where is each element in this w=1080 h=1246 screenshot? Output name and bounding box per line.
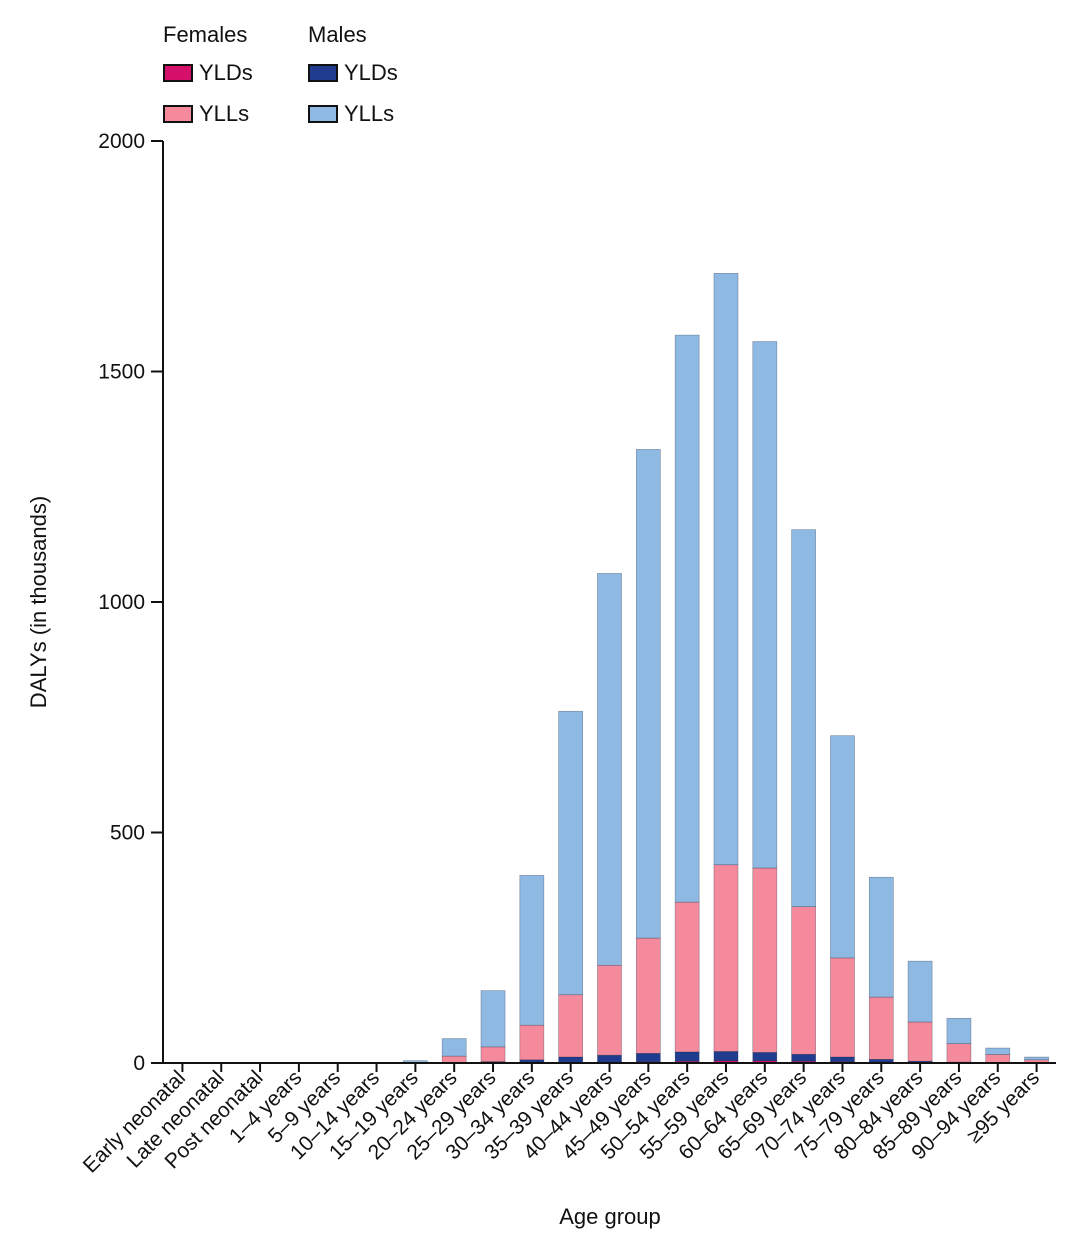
- bar-males-ylls: [868, 876, 894, 998]
- bar-males-ylls: [985, 1047, 1011, 1055]
- bar-males-ylls: [558, 710, 584, 996]
- y-tick-label: 2000: [98, 130, 145, 153]
- bar-males-ylls: [830, 735, 855, 959]
- bar-males-ylls: [597, 573, 622, 966]
- legend-item-females-ylls: YLLs: [163, 101, 249, 127]
- bar-males-ylls: [480, 990, 506, 1048]
- bar-males-ylls: [791, 529, 816, 908]
- legend-item-females-ylds: YLDs: [163, 60, 253, 86]
- bars-group: [403, 273, 1049, 1064]
- legend-item-males-ylls: YLLs: [308, 101, 394, 127]
- bar-males-ylls: [441, 1038, 467, 1057]
- bar-males-ylls: [1024, 1056, 1049, 1061]
- bar-females-ylls: [985, 1054, 1011, 1064]
- bar-males-ylds: [558, 1056, 584, 1063]
- bar-females-ylls: [713, 864, 739, 1052]
- y-tick-label: 1000: [98, 591, 145, 614]
- bar-males-ylds: [868, 1059, 894, 1063]
- y-tick-label: 1500: [98, 361, 145, 384]
- bar-males-ylds: [713, 1051, 739, 1061]
- bar-males-ylls: [907, 960, 933, 1023]
- legend-swatch-females-ylds: [163, 64, 193, 82]
- bar-males-ylls: [519, 875, 545, 1026]
- y-ticks-group: 0 500 1000 1500 2000: [98, 130, 163, 1075]
- legend-label-females-ylds: YLDs: [199, 60, 253, 85]
- bar-females-ylls: [752, 867, 778, 1053]
- bar-females-ylls: [791, 906, 816, 1055]
- bar-males-ylls: [674, 334, 700, 903]
- legend-label-males-ylls: YLLs: [344, 101, 395, 126]
- bar-females-ylls: [480, 1046, 506, 1062]
- x-axis-label: Age group: [559, 1204, 661, 1229]
- bar-males-ylds: [597, 1054, 622, 1063]
- y-tick-label: 0: [133, 1052, 145, 1075]
- bar-females-ylls: [635, 937, 661, 1054]
- bar-females-ylls: [441, 1055, 467, 1063]
- bar-females-ylls: [830, 957, 855, 1058]
- bar-males-ylds: [791, 1053, 816, 1062]
- bar-males-ylls: [946, 1017, 972, 1044]
- bar-males-ylds: [752, 1052, 778, 1061]
- bar-females-ylls: [674, 901, 700, 1053]
- bar-males-ylls: [752, 341, 778, 869]
- bar-males-ylds: [674, 1051, 700, 1062]
- bar-males-ylds: [830, 1056, 855, 1062]
- legend-swatch-males-ylls: [308, 105, 338, 123]
- bar-males-ylds: [635, 1053, 661, 1062]
- legend-label-females-ylls: YLLs: [199, 101, 250, 126]
- bar-females-ylls: [597, 964, 622, 1056]
- bar-females-ylls: [558, 994, 584, 1058]
- legend-males-title: Males: [308, 22, 367, 47]
- bar-males-ylls: [635, 449, 661, 939]
- bar-females-ylls: [907, 1021, 933, 1062]
- legend-swatch-males-ylds: [308, 64, 338, 82]
- legend-swatch-females-ylls: [163, 105, 193, 123]
- legend-females-title: Females: [163, 22, 248, 47]
- legend-label-males-ylds: YLDs: [344, 60, 398, 85]
- legend-item-males-ylds: YLDs: [308, 60, 398, 86]
- y-axis-label: DALYs (in thousands): [26, 496, 51, 708]
- y-tick-label: 500: [110, 822, 145, 845]
- bar-males-ylls: [713, 273, 739, 866]
- bar-females-ylls: [868, 996, 894, 1060]
- bar-females-ylls: [946, 1043, 972, 1063]
- bar-females-ylls: [519, 1024, 545, 1061]
